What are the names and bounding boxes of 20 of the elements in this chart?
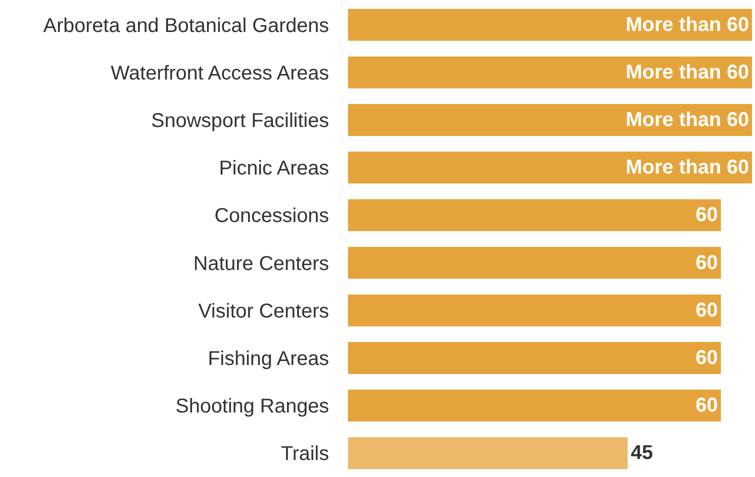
- data-label: More than 60: [626, 14, 749, 36]
- y-tick-label: Picnic Areas: [218, 158, 329, 180]
- data-label: 60: [696, 252, 718, 274]
- y-tick-label: Shooting Ranges: [176, 396, 329, 418]
- y-tick-label: Concessions: [214, 205, 329, 228]
- y-tick-label: Nature Centers: [193, 252, 329, 275]
- data-label: 45: [630, 442, 653, 464]
- y-tick-label: Visitor Centers: [198, 300, 329, 322]
- y-tick-label: Fishing Areas: [208, 348, 329, 370]
- data-label: More than 60: [626, 156, 749, 179]
- data-label: More than 60: [626, 109, 749, 131]
- y-tick-label: Snowsport Facilities: [151, 110, 329, 132]
- data-label: 60: [696, 204, 718, 226]
- data-label: 60: [696, 347, 718, 369]
- y-tick-label: Arboreta and Botanical Gardens: [43, 14, 329, 37]
- y-tick-label: Trails: [280, 443, 329, 466]
- data-label: More than 60: [626, 61, 749, 84]
- y-tick-label: Waterfront Access Areas: [110, 62, 329, 84]
- data-label: 60: [696, 394, 718, 417]
- data-label: 60: [696, 299, 718, 322]
